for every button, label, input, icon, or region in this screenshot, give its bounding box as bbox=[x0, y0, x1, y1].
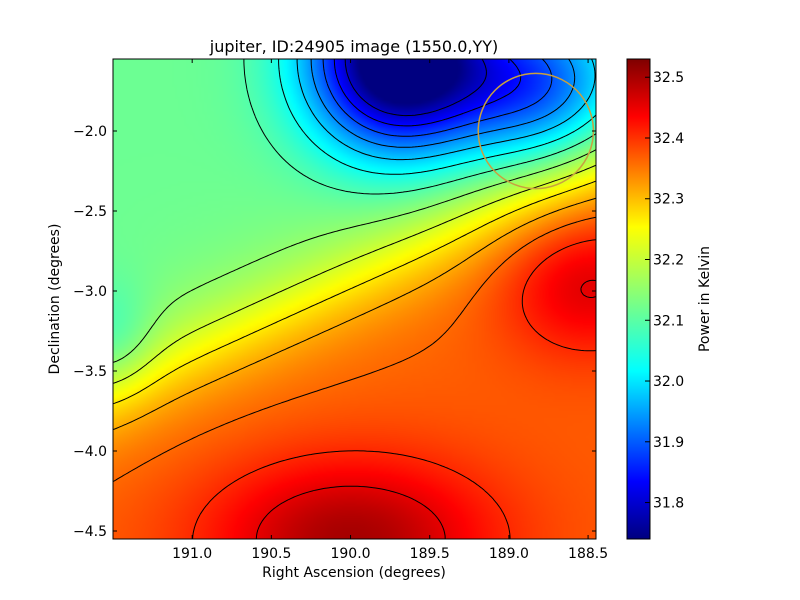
y-tick-label: −2.5 bbox=[73, 204, 107, 220]
x-axis: 191.0 190.5 190.0 189.5 189.0 188.5 bbox=[172, 59, 608, 562]
x-axis-label: Right Ascension (degrees) bbox=[262, 565, 446, 581]
colorbar-tick-label: 32.5 bbox=[653, 70, 684, 86]
x-tick-label: 189.0 bbox=[489, 546, 529, 562]
contour-line bbox=[344, 59, 487, 117]
x-tick-label: 191.0 bbox=[172, 546, 212, 562]
colorbar-label: Power in Kelvin bbox=[697, 246, 713, 352]
y-tick-label: −4.5 bbox=[73, 524, 107, 540]
contour-line bbox=[310, 59, 576, 148]
colorbar-tick-label: 32.4 bbox=[653, 131, 684, 147]
x-tick-label: 188.5 bbox=[568, 546, 608, 562]
x-tick-label: 190.0 bbox=[330, 546, 370, 562]
contour-line bbox=[333, 59, 522, 127]
contour-line bbox=[192, 239, 596, 539]
y-axis: −2.0 −2.5 −3.0 −3.5 −4.0 −4.5 bbox=[73, 124, 596, 540]
contour-line bbox=[113, 180, 596, 405]
colorbar-tick-label: 32.1 bbox=[653, 313, 684, 329]
colorbar-tick-label: 31.8 bbox=[653, 496, 684, 512]
y-tick-label: −2.0 bbox=[73, 124, 107, 140]
colorbar-tick-label: 32.3 bbox=[653, 192, 684, 208]
colorbar-tick-label: 31.9 bbox=[653, 435, 684, 451]
heatmap-area bbox=[113, 59, 596, 539]
chart-title: jupiter, ID:24905 image (1550.0,YY) bbox=[209, 37, 499, 56]
contour-line bbox=[243, 59, 596, 195]
x-tick-label: 190.5 bbox=[251, 546, 291, 562]
colorbar-tick-label: 32.2 bbox=[653, 253, 684, 269]
y-tick-label: −3.0 bbox=[73, 284, 107, 300]
contour-line bbox=[113, 149, 596, 363]
y-axis-label: Declination (degrees) bbox=[47, 224, 63, 375]
y-tick-label: −3.5 bbox=[73, 364, 107, 380]
contour-line bbox=[322, 59, 553, 137]
heatmap-image bbox=[113, 59, 596, 539]
colorbar-axis: 31.8 31.9 32.0 32.1 32.2 32.3 32.4 32.5 bbox=[645, 70, 684, 512]
contour-line bbox=[255, 279, 596, 539]
y-tick-label: −4.0 bbox=[73, 444, 107, 460]
plot-frame bbox=[112, 58, 597, 540]
contour-line bbox=[278, 59, 596, 175]
colorbar-tick-label: 32.0 bbox=[653, 374, 684, 390]
contour-line bbox=[113, 216, 596, 483]
contour-line bbox=[113, 197, 596, 431]
x-tick-label: 189.5 bbox=[410, 546, 450, 562]
colorbar bbox=[626, 58, 651, 540]
